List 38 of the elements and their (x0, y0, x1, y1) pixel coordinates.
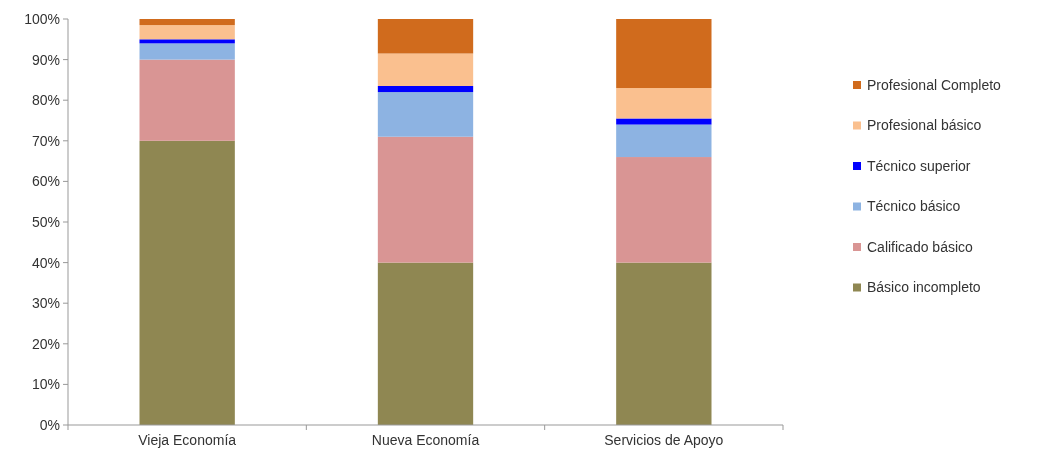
bar (616, 124, 712, 158)
bar (139, 39, 235, 44)
y-tick-label: 20% (31, 335, 60, 352)
y-tick-label: 0% (39, 416, 60, 433)
bar (616, 118, 712, 125)
y-tick-label: 30% (31, 295, 60, 312)
y-tick-label: 100% (24, 10, 60, 27)
x-tick-label: Nueva Economía (371, 432, 480, 448)
bar (377, 92, 474, 137)
bar (616, 157, 712, 263)
bar (377, 53, 474, 86)
legend-label: Calificado básico (867, 238, 974, 255)
bar (377, 262, 474, 425)
bar (377, 85, 474, 93)
bar (377, 19, 474, 54)
y-tick-label: 10% (31, 376, 60, 393)
y-tick-label: 90% (31, 51, 60, 68)
bar (139, 43, 235, 60)
y-tick-label: 80% (31, 92, 60, 109)
y-tick-label: 70% (31, 132, 60, 149)
bar (616, 19, 712, 89)
legend-label: Técnico superior (867, 157, 971, 174)
legend-label: Profesional básico (867, 117, 982, 134)
bar (616, 88, 712, 119)
x-tick-label: Vieja Economía (138, 432, 237, 448)
bar (377, 136, 474, 263)
bar (139, 140, 235, 425)
y-tick-label: 50% (31, 213, 60, 230)
x-tick-label: Servicios de Apoyo (604, 432, 724, 448)
legend-label: Técnico básico (867, 198, 961, 215)
bar (139, 25, 235, 40)
bar (616, 262, 712, 425)
y-tick-label: 60% (31, 173, 60, 190)
bar (139, 19, 235, 26)
legend-label: Básico incompleto (867, 279, 981, 296)
legend-label: Profesional Completo (867, 76, 1002, 93)
y-tick-label: 40% (31, 254, 60, 271)
bar (139, 59, 235, 141)
